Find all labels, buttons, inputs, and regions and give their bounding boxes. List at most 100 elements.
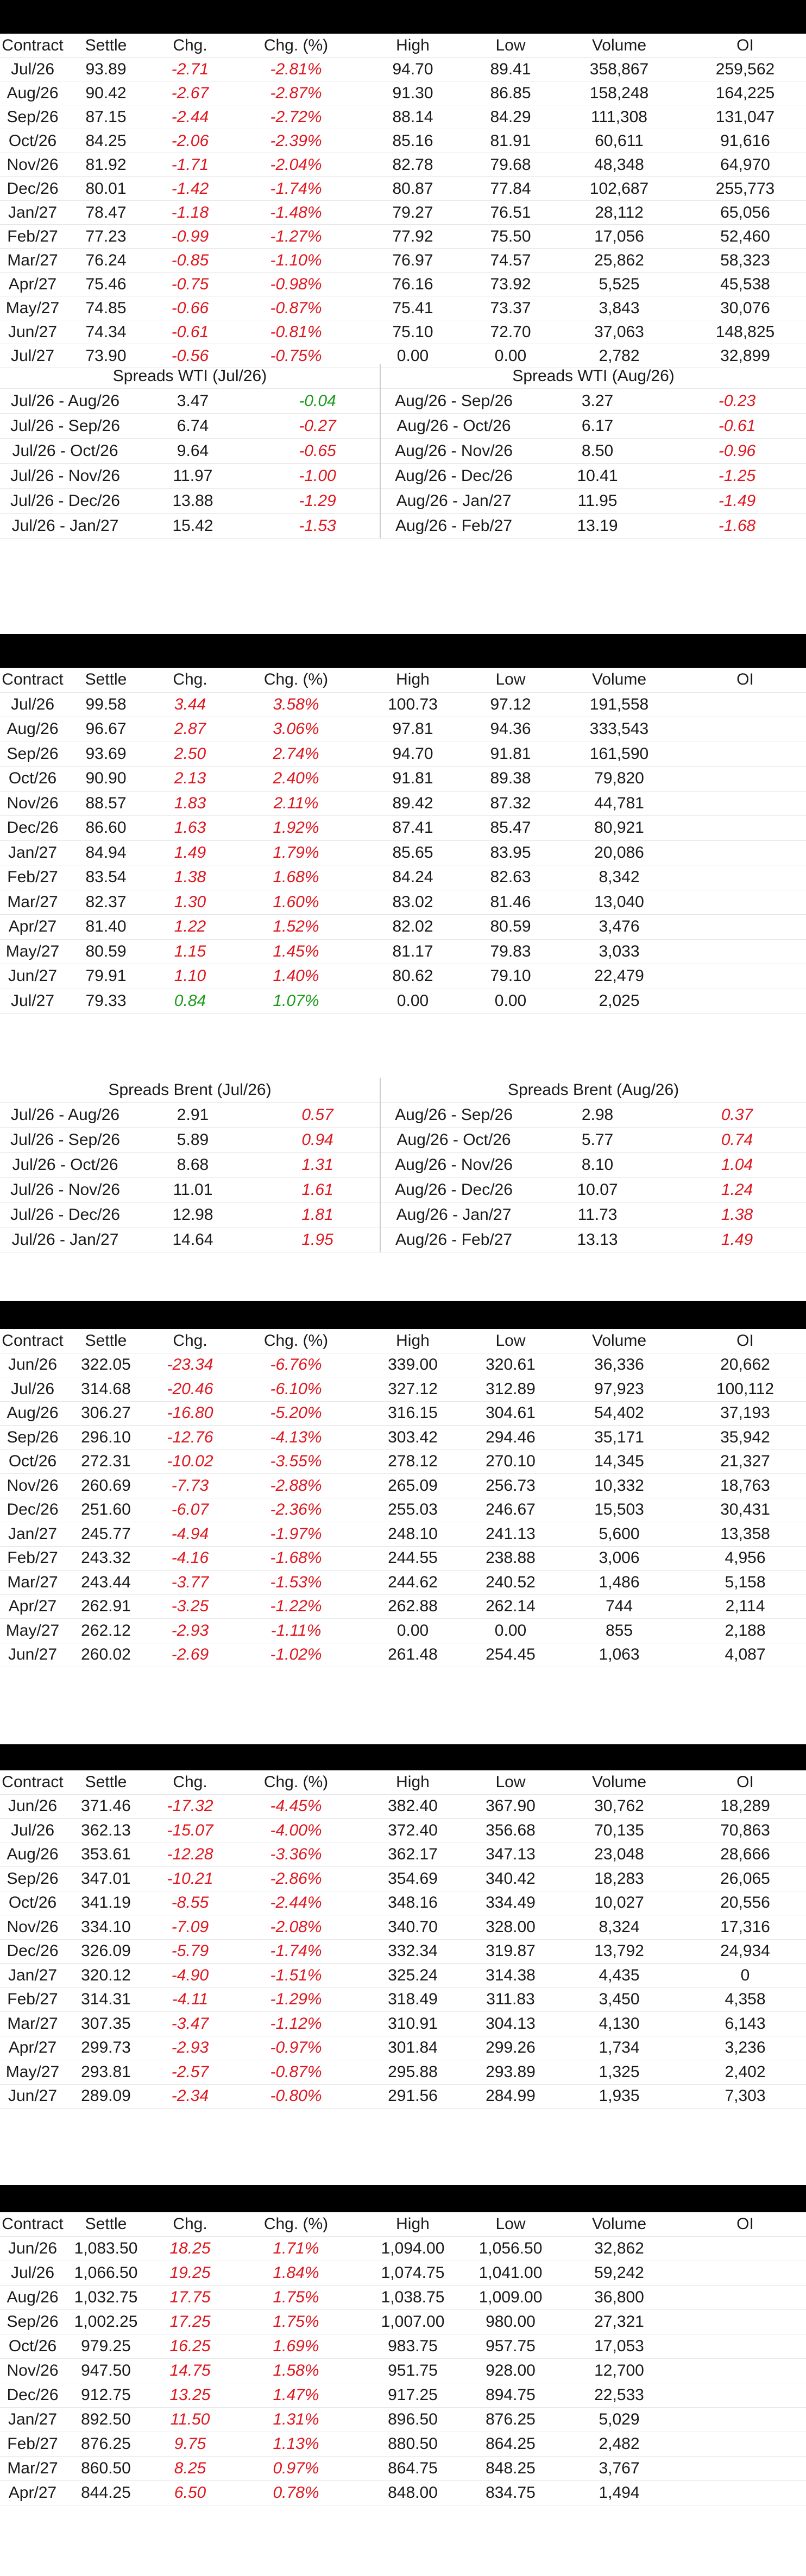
table-cell: 928.00: [467, 2358, 554, 2383]
table-cell: Aug/26: [0, 717, 65, 742]
table-cell: [684, 791, 806, 816]
table-cell: 80.01: [65, 176, 147, 201]
table-cell: 371.46: [65, 1794, 147, 1819]
spread-cell: 1.61: [255, 1177, 381, 1202]
column-header: Chg.: [147, 1329, 234, 1353]
table-cell: -3.47: [147, 2011, 234, 2036]
table-cell: 79.10: [467, 964, 554, 989]
spread-cell: Jul/26 - Aug/26: [0, 1102, 130, 1128]
table-cell: Mar/27: [0, 248, 65, 273]
table-cell: -2.39%: [234, 129, 358, 153]
spread-cell: -1.25: [668, 463, 806, 489]
table-cell: -12.28: [147, 1843, 234, 1867]
column-header: Contract: [0, 668, 65, 693]
table-cell: 0.97%: [234, 2456, 358, 2481]
table-cell: Nov/26: [0, 2358, 65, 2383]
table-cell: 26,065: [684, 1866, 806, 1891]
table-cell: -3.55%: [234, 1450, 358, 1474]
spread-cell: Jul/26 - Jan/27: [0, 513, 130, 539]
table-cell: 3.44: [147, 692, 234, 717]
table-cell: -2.06: [147, 129, 234, 153]
table-row: Nov/26 334.10 -7.09 -2.08% 340.70 328.00 8,324…: [0, 1915, 806, 1940]
table-cell: 1.63: [147, 815, 234, 841]
table-cell: [684, 717, 806, 742]
table-cell: 3.06%: [234, 717, 358, 742]
table-row: May/27 74.85 -0.66 -0.87% 75.41 73.37 3,843 30,…: [0, 296, 806, 320]
spread-row: Jul/26 - Jan/27 14.64 1.95 Aug/26 - Feb/27 1…: [0, 1227, 806, 1252]
table-row: Aug/26 353.61 -12.28 -3.36% 362.17 347.13 23,0…: [0, 1843, 806, 1867]
table-cell: 45,538: [684, 272, 806, 296]
column-header: Chg. (%): [234, 34, 358, 58]
table-cell: [684, 2236, 806, 2261]
table-cell: -1.71: [147, 153, 234, 177]
table-cell: 2,114: [684, 1594, 806, 1619]
table-cell: 362.13: [65, 1818, 147, 1843]
table-cell: 0.00: [467, 1618, 554, 1643]
table-cell: 87.15: [65, 105, 147, 129]
table-cell: [684, 2383, 806, 2408]
table-cell: 161,590: [554, 742, 684, 767]
table-cell: Aug/26: [0, 1843, 65, 1867]
spread-cell: 1.95: [255, 1227, 381, 1252]
spread-cell: 0.74: [668, 1127, 806, 1153]
table-row: Oct/26 979.25 16.25 1.69% 983.75 957.75 17,053: [0, 2334, 806, 2359]
table-cell: 75.10: [358, 320, 467, 344]
spread-cell: 0.94: [255, 1127, 381, 1153]
table-cell: 876.25: [65, 2432, 147, 2457]
table-cell: -17.32: [147, 1794, 234, 1819]
spread-cell: 1.31: [255, 1152, 381, 1178]
spread-cell: 11.97: [130, 463, 255, 489]
table-cell: 90.90: [65, 766, 147, 792]
table-cell: 860.50: [65, 2456, 147, 2481]
table-cell: 1,056.50: [467, 2236, 554, 2261]
column-header: Chg.: [147, 2212, 234, 2237]
table-cell: 1,083.50: [65, 2236, 147, 2261]
spread-cell: 0.37: [668, 1102, 806, 1128]
column-header: Chg.: [147, 34, 234, 58]
table-cell: 90.42: [65, 81, 147, 105]
column-header: Chg. (%): [234, 668, 358, 693]
table-cell: Jun/26: [0, 2236, 65, 2261]
table-row: Oct/26 341.19 -8.55 -2.44% 348.16 334.49 10,02…: [0, 1891, 806, 1915]
table-row: Feb/27 876.25 9.75 1.13% 880.50 864.25 2,482: [0, 2432, 806, 2457]
table-cell: 32,862: [554, 2236, 684, 2261]
table-cell: 2,482: [554, 2432, 684, 2457]
table-cell: 22,479: [554, 964, 684, 989]
table-cell: Dec/26: [0, 176, 65, 201]
table-cell: 111,308: [554, 105, 684, 129]
table-cell: 80,921: [554, 815, 684, 841]
spread-cell: Jul/26 - Dec/26: [0, 488, 130, 514]
table-cell: 148,825: [684, 320, 806, 344]
table-cell: 81.17: [358, 939, 467, 964]
table-cell: 358,867: [554, 57, 684, 81]
table-cell: 326.09: [65, 1939, 147, 1964]
table-cell: 1,935: [554, 2084, 684, 2109]
table-row: Jan/27 245.77 -4.94 -1.97% 248.10 241.13 5,600…: [0, 1522, 806, 1547]
table-row: Oct/26 272.31 -10.02 -3.55% 278.12 270.10 14,3…: [0, 1450, 806, 1474]
table-cell: 20,086: [554, 840, 684, 865]
table-row: Mar/27 243.44 -3.77 -1.53% 244.62 240.52 1,486…: [0, 1570, 806, 1595]
spread-cell: 13.19: [527, 513, 669, 539]
table-cell: Jul/26: [0, 1377, 65, 1402]
table-cell: 96.67: [65, 717, 147, 742]
table-cell: 3,033: [554, 939, 684, 964]
table-cell: 91.81: [467, 742, 554, 767]
table-cell: Aug/26: [0, 81, 65, 105]
table-row: Jul/26 314.68 -20.46 -6.10% 327.12 312.89 97,9…: [0, 1377, 806, 1402]
table-cell: 3,767: [554, 2456, 684, 2481]
table-cell: Jan/27: [0, 2407, 65, 2432]
table-cell: 14.75: [147, 2358, 234, 2383]
table-cell: 59,242: [554, 2261, 684, 2286]
table-cell: 30,076: [684, 296, 806, 320]
table-cell: -2.67: [147, 81, 234, 105]
table-row: Mar/27 82.37 1.30 1.60% 83.02 81.46 13,040: [0, 890, 806, 915]
table-cell: -7.73: [147, 1473, 234, 1498]
table-row: Jan/27 320.12 -4.90 -1.51% 325.24 314.38 4,435…: [0, 1963, 806, 1988]
table-cell: 85.65: [358, 840, 467, 865]
table-row: Dec/26 251.60 -6.07 -2.36% 255.03 246.67 15,50…: [0, 1498, 806, 1522]
table-cell: 340.70: [358, 1915, 467, 1940]
table-cell: 1.68%: [234, 865, 358, 890]
table-cell: 83.95: [467, 840, 554, 865]
table-cell: 88.14: [358, 105, 467, 129]
table-cell: 88.57: [65, 791, 147, 816]
